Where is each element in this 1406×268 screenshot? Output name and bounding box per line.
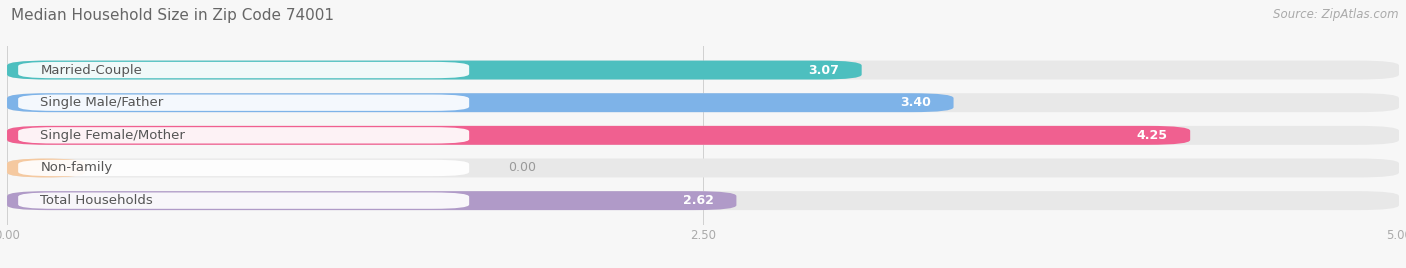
Text: 0.00: 0.00 [508, 162, 536, 174]
FancyBboxPatch shape [7, 191, 1399, 210]
FancyBboxPatch shape [7, 126, 1399, 145]
Text: 3.40: 3.40 [900, 96, 931, 109]
FancyBboxPatch shape [7, 158, 84, 177]
FancyBboxPatch shape [7, 93, 1399, 112]
FancyBboxPatch shape [7, 126, 1191, 145]
Text: 3.07: 3.07 [808, 64, 839, 77]
Text: Single Male/Father: Single Male/Father [41, 96, 163, 109]
FancyBboxPatch shape [7, 93, 953, 112]
FancyBboxPatch shape [18, 95, 470, 111]
FancyBboxPatch shape [18, 62, 470, 78]
Text: Married-Couple: Married-Couple [41, 64, 142, 77]
Text: Non-family: Non-family [41, 162, 112, 174]
FancyBboxPatch shape [7, 61, 862, 80]
Text: Median Household Size in Zip Code 74001: Median Household Size in Zip Code 74001 [11, 8, 335, 23]
FancyBboxPatch shape [18, 192, 470, 209]
FancyBboxPatch shape [18, 127, 470, 143]
Text: Total Households: Total Households [41, 194, 153, 207]
FancyBboxPatch shape [7, 158, 1399, 177]
FancyBboxPatch shape [7, 191, 737, 210]
Text: 2.62: 2.62 [683, 194, 714, 207]
FancyBboxPatch shape [18, 160, 470, 176]
Text: Source: ZipAtlas.com: Source: ZipAtlas.com [1274, 8, 1399, 21]
Text: Single Female/Mother: Single Female/Mother [41, 129, 186, 142]
FancyBboxPatch shape [7, 61, 1399, 80]
Text: 4.25: 4.25 [1137, 129, 1168, 142]
